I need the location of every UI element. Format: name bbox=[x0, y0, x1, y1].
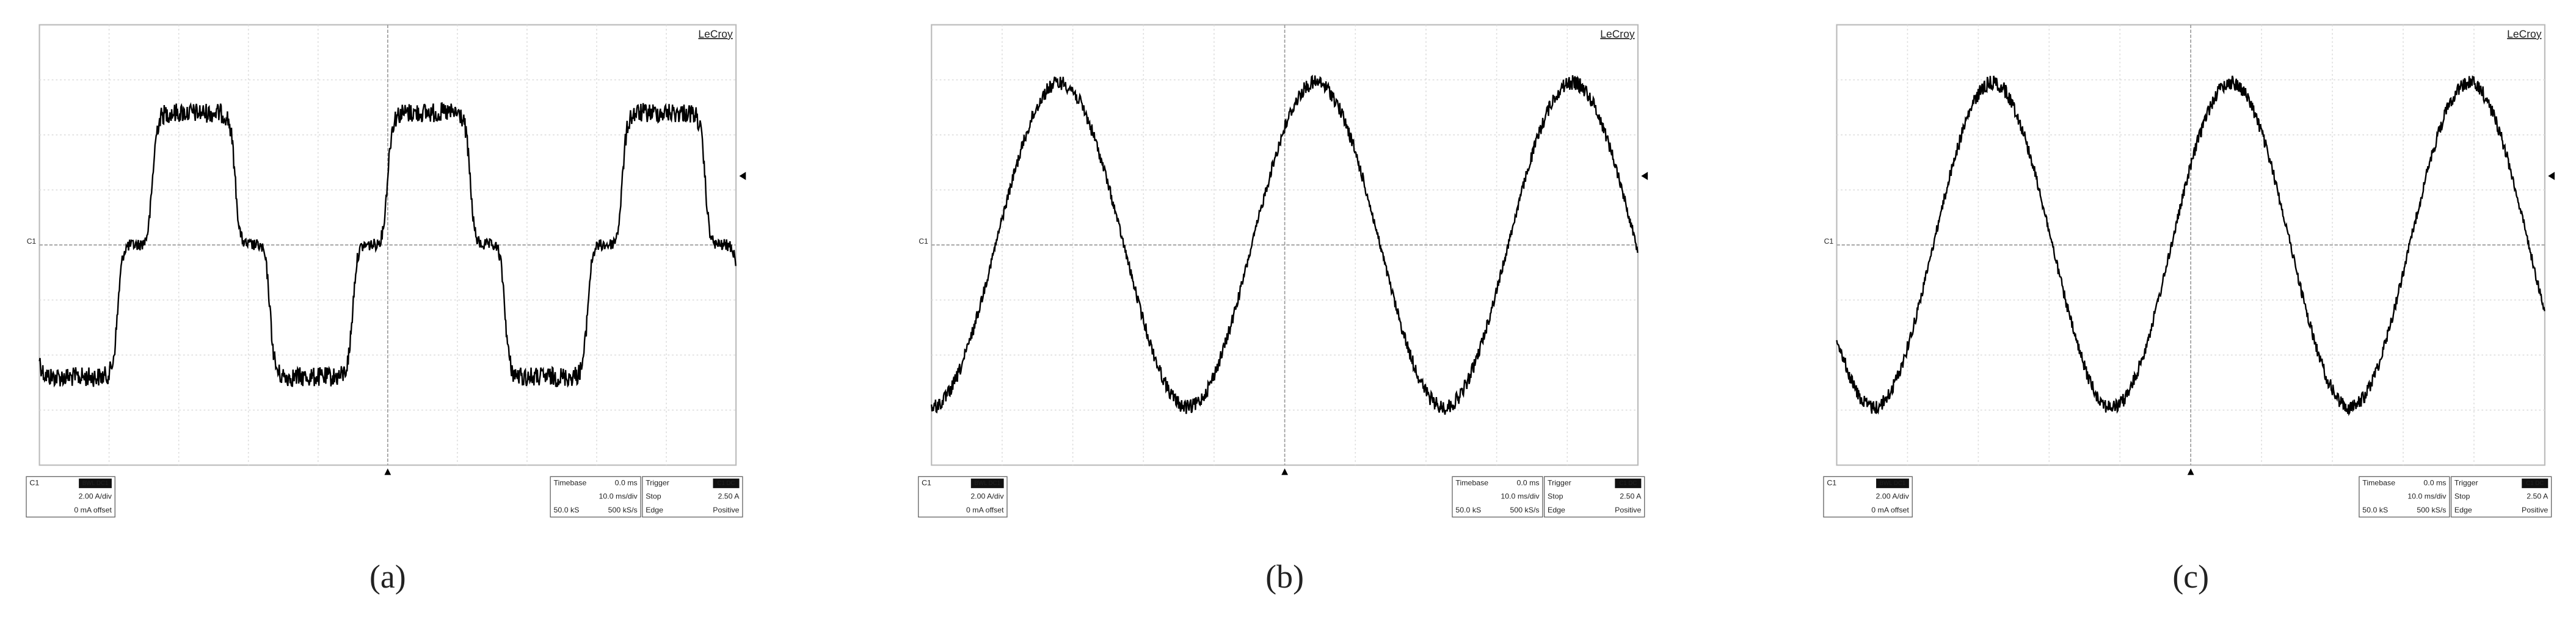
info-text: 2.00 A/div bbox=[79, 492, 112, 501]
badge bbox=[1615, 478, 1642, 489]
info-text: 2.50 A bbox=[1620, 492, 1642, 501]
info-text: 0 mA offset bbox=[1871, 506, 1909, 514]
info-text: Stop bbox=[646, 492, 661, 501]
info-text: 2.50 A bbox=[718, 492, 740, 501]
badge bbox=[1876, 478, 1909, 489]
info-box bbox=[550, 476, 641, 518]
waveform bbox=[1836, 75, 2545, 417]
info-text: C1 bbox=[1827, 479, 1836, 487]
info-text: Trigger bbox=[646, 479, 669, 487]
info-text: C1 bbox=[29, 479, 39, 487]
info-text: Positive bbox=[713, 506, 739, 514]
info-text: Positive bbox=[2522, 506, 2548, 514]
trigger-time-marker bbox=[1281, 468, 1288, 475]
info-text: Positive bbox=[1615, 506, 1641, 514]
info-text: 50.0 kS bbox=[554, 506, 580, 514]
badge bbox=[79, 478, 112, 489]
badge bbox=[2522, 478, 2549, 489]
badge-text: BWL DC1 bbox=[974, 480, 1000, 487]
info-text: Timebase bbox=[1455, 479, 1488, 487]
info-text: 10.0 ms/div bbox=[1501, 492, 1540, 501]
trigger-level-marker bbox=[739, 172, 746, 180]
info-box bbox=[1452, 476, 1543, 518]
info-text: 0.0 ms bbox=[1516, 479, 1539, 487]
trigger-time-marker bbox=[384, 468, 391, 475]
info-text: Timebase bbox=[554, 479, 587, 487]
info-text: 0.0 ms bbox=[2423, 479, 2446, 487]
brand-logo: LeCroy bbox=[1600, 27, 1635, 40]
info-text: 0 mA offset bbox=[966, 506, 1004, 514]
channel-marker: C1 bbox=[27, 237, 37, 246]
trigger-level-marker bbox=[1641, 172, 1648, 180]
trigger-time-marker bbox=[2187, 468, 2194, 475]
info-text: 2.00 A/div bbox=[970, 492, 1004, 501]
info-text: 10.0 ms/div bbox=[599, 492, 638, 501]
info-text: Edge bbox=[1548, 506, 1565, 514]
info-text: Timebase bbox=[2362, 479, 2395, 487]
waveform bbox=[38, 102, 737, 388]
info-text: 2.50 A bbox=[2527, 492, 2549, 501]
waveform bbox=[931, 75, 1639, 415]
channel-marker: C1 bbox=[1824, 237, 1834, 246]
badge-text: BWL DC1 bbox=[82, 480, 109, 487]
trigger-level-marker bbox=[2548, 172, 2555, 180]
badge-text: C1 DC bbox=[1619, 480, 1637, 487]
brand-logo: LeCroy bbox=[698, 27, 733, 40]
badge-text: C1 DC bbox=[2526, 480, 2544, 487]
badge bbox=[713, 478, 740, 489]
info-box bbox=[2359, 476, 2450, 518]
panel-caption: (b) bbox=[1265, 558, 1304, 595]
info-text: 50.0 kS bbox=[2362, 506, 2388, 514]
info-text: Trigger bbox=[2454, 479, 2478, 487]
badge bbox=[970, 478, 1004, 489]
info-text: C1 bbox=[922, 479, 931, 487]
info-text: 500 kS/s bbox=[1510, 506, 1539, 514]
scope-panel: LeCroy C1 C1 BWL DC1 2.00 A/div 0 mA offset Ti… bbox=[1823, 24, 2555, 595]
info-text: 0 mA offset bbox=[74, 506, 112, 514]
badge-text: C1 DC bbox=[717, 480, 735, 487]
channel-marker: C1 bbox=[919, 237, 928, 246]
scope-panel: LeCroy C1 C1 BWL DC1 2.00 A/div 0 mA offset Ti… bbox=[26, 24, 746, 595]
info-text: 0.0 ms bbox=[615, 479, 638, 487]
info-text: 2.00 A/div bbox=[1876, 492, 1910, 501]
info-text: 10.0 ms/div bbox=[2407, 492, 2447, 501]
info-text: Stop bbox=[1548, 492, 1563, 501]
info-text: Stop bbox=[2454, 492, 2470, 501]
panel-caption: (c) bbox=[2172, 558, 2209, 595]
panel-caption: (a) bbox=[369, 558, 406, 595]
badge-text: BWL DC1 bbox=[1880, 480, 1906, 487]
info-text: Edge bbox=[646, 506, 663, 514]
info-text: 500 kS/s bbox=[2417, 506, 2446, 514]
brand-logo: LeCroy bbox=[2507, 27, 2542, 40]
info-text: Trigger bbox=[1548, 479, 1571, 487]
scope-panel: LeCroy C1 C1 BWL DC1 2.00 A/div 0 mA offset Ti… bbox=[918, 24, 1648, 595]
info-text: 500 kS/s bbox=[608, 506, 638, 514]
info-text: 50.0 kS bbox=[1455, 506, 1481, 514]
info-text: Edge bbox=[2454, 506, 2472, 514]
